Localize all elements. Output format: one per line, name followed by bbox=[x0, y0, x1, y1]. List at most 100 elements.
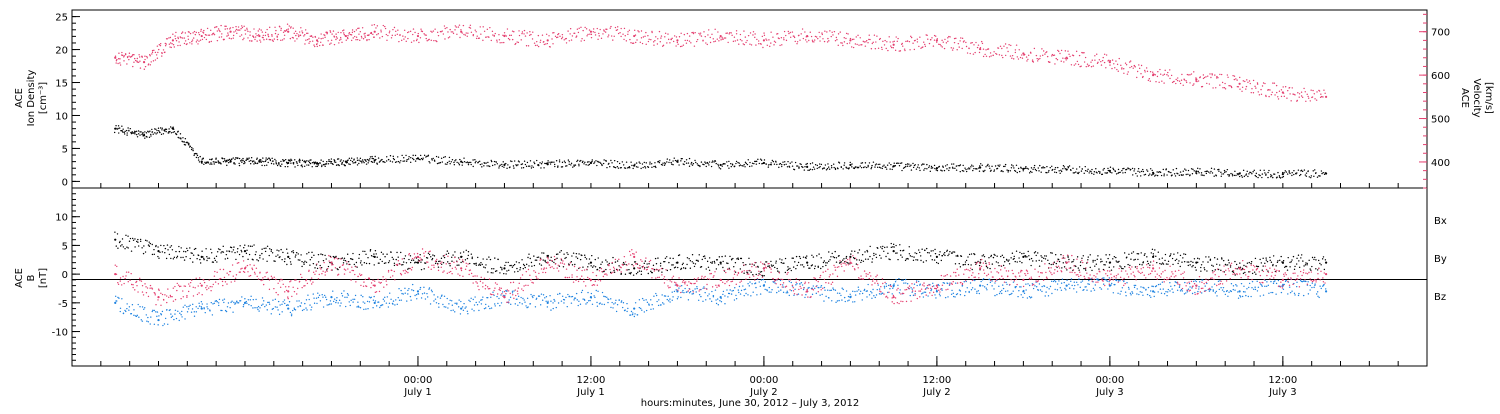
by-cloud-10-41 bbox=[587, 302, 588, 303]
bx-cloud-22-33 bbox=[1097, 255, 1098, 256]
velocity-cloud-4-41 bbox=[256, 40, 257, 41]
velocity-cloud-10-17 bbox=[433, 40, 434, 41]
velocity-cloud-21-20 bbox=[912, 43, 913, 44]
velocity-cloud-4-31 bbox=[249, 35, 250, 36]
bx-cloud-4-11 bbox=[298, 259, 299, 260]
bx-cloud-6-21 bbox=[394, 263, 395, 264]
bx-cloud-21-10 bbox=[1032, 260, 1033, 261]
bx-cloud-3-37 bbox=[279, 256, 280, 257]
bx-cloud-17-22 bbox=[871, 261, 872, 262]
velocity-cloud-30-26 bbox=[1307, 96, 1308, 97]
density-cloud-12-38 bbox=[540, 167, 541, 168]
density-cloud-28-38 bbox=[1232, 175, 1233, 176]
by-cloud-12-4 bbox=[637, 314, 638, 315]
bx-cloud-22-11 bbox=[1077, 256, 1078, 257]
velocity-cloud-19-37 bbox=[842, 45, 843, 46]
density-cloud-9-30 bbox=[403, 157, 404, 158]
by-cloud-7-41 bbox=[456, 302, 457, 303]
density-cloud-9-35 bbox=[408, 158, 409, 159]
by-cloud-8-38 bbox=[497, 303, 498, 304]
velocity-point-17 bbox=[720, 35, 722, 37]
density-cloud-13-33 bbox=[578, 165, 579, 166]
velocity-cloud-9-24 bbox=[397, 30, 398, 31]
density-cloud-13-25 bbox=[571, 163, 572, 164]
density-cloud-22-7 bbox=[943, 167, 944, 168]
velocity-cloud-26-43 bbox=[1150, 71, 1151, 72]
density-cloud-28-18 bbox=[1213, 176, 1214, 177]
by-cloud-8-0 bbox=[460, 301, 461, 302]
velocity-cloud-29-32 bbox=[1269, 89, 1270, 90]
density-cloud-1-19 bbox=[155, 129, 156, 130]
density-cloud-17-29 bbox=[748, 159, 749, 160]
velocity-point-29 bbox=[1239, 83, 1241, 85]
bx-cloud-12-43 bbox=[675, 267, 676, 268]
density-cloud-5-44 bbox=[287, 166, 288, 167]
density-cloud-20-42 bbox=[890, 164, 891, 165]
density-cloud-3-3 bbox=[202, 158, 203, 159]
density-cloud-29-23 bbox=[1261, 177, 1262, 178]
velocity-cloud-19-43 bbox=[847, 33, 848, 34]
velocity-cloud-2-17 bbox=[184, 37, 185, 38]
density-cloud-12-31 bbox=[533, 161, 534, 162]
density-cloud-9-29 bbox=[402, 161, 403, 162]
bx-point-28 bbox=[1325, 262, 1327, 264]
density-cloud-10-22 bbox=[438, 162, 439, 163]
velocity-cloud-17-13 bbox=[733, 41, 734, 42]
bx-cloud-24-0 bbox=[1153, 253, 1154, 254]
density-cloud-6-13 bbox=[296, 163, 297, 164]
velocity-cloud-8-31 bbox=[365, 37, 366, 38]
velocity-cloud-18-35 bbox=[797, 41, 798, 42]
density-cloud-25-43 bbox=[1107, 168, 1108, 169]
velocity-cloud-11-37 bbox=[496, 40, 497, 41]
bx-cloud-0-39 bbox=[152, 254, 153, 255]
bx-cloud-20-43 bbox=[1021, 253, 1022, 254]
density-cloud-13-38 bbox=[583, 163, 584, 164]
by-cloud-0-19 bbox=[133, 309, 134, 310]
density-cloud-10-30 bbox=[446, 164, 447, 165]
bx-cloud-22-12 bbox=[1078, 267, 1079, 268]
velocity-cloud-25-2 bbox=[1067, 50, 1068, 51]
bx-cloud-21-43 bbox=[1064, 266, 1065, 267]
density-cloud-24-41 bbox=[1062, 168, 1063, 169]
bx-cloud-13-19 bbox=[695, 263, 696, 264]
bx-cloud-7-29 bbox=[446, 254, 447, 255]
density-cloud-17-39 bbox=[757, 159, 758, 160]
bx-cloud-2-5 bbox=[206, 256, 207, 257]
bx-cloud-5-15 bbox=[345, 260, 346, 261]
density-cloud-26-0 bbox=[1110, 172, 1111, 173]
velocity-cloud-24-38 bbox=[1059, 53, 1060, 54]
density-cloud-15-34 bbox=[666, 161, 667, 162]
by-cloud-11-44 bbox=[632, 312, 633, 313]
by-cloud-8-4 bbox=[464, 307, 465, 308]
bx-cloud-23-33 bbox=[1141, 264, 1142, 265]
density-cloud-18-14 bbox=[776, 164, 777, 165]
bx-cloud-18-44 bbox=[935, 253, 936, 254]
density-cloud-10-11 bbox=[428, 155, 429, 156]
velocity-cloud-2-39 bbox=[197, 43, 198, 44]
density-cloud-30-15 bbox=[1296, 172, 1297, 173]
bx-cloud-7-25 bbox=[441, 264, 442, 265]
bx-cloud-16-19 bbox=[825, 262, 826, 263]
bx-cloud-2-44 bbox=[243, 247, 244, 248]
by-cloud-7-20 bbox=[437, 296, 438, 297]
bx-cloud-22-41 bbox=[1105, 254, 1106, 255]
bx-cloud-17-35 bbox=[883, 251, 884, 252]
bx-cloud-9-28 bbox=[531, 262, 532, 263]
velocity-cloud-29-16 bbox=[1254, 86, 1255, 87]
velocity-cloud-22-24 bbox=[959, 40, 960, 41]
velocity-cloud-11-17 bbox=[477, 35, 478, 36]
density-cloud-7-41 bbox=[343, 160, 344, 161]
by-cloud-4-23 bbox=[309, 304, 310, 305]
density-cloud-5-40 bbox=[285, 166, 286, 167]
bx-cloud-4-31 bbox=[318, 254, 319, 255]
bx-cloud-8-28 bbox=[487, 271, 488, 272]
velocity-cloud-30-15 bbox=[1297, 100, 1298, 101]
density-cloud-5-5 bbox=[261, 165, 262, 166]
density-cloud-18-27 bbox=[789, 166, 790, 167]
density-cloud-25-20 bbox=[1085, 170, 1086, 171]
velocity-cloud-30-24 bbox=[1305, 101, 1306, 102]
bx-cloud-22-3 bbox=[1068, 259, 1069, 260]
density-cloud-28-23 bbox=[1218, 171, 1219, 172]
velocity-cloud-16-42 bbox=[717, 31, 718, 32]
by-cloud-7-36 bbox=[452, 305, 453, 306]
